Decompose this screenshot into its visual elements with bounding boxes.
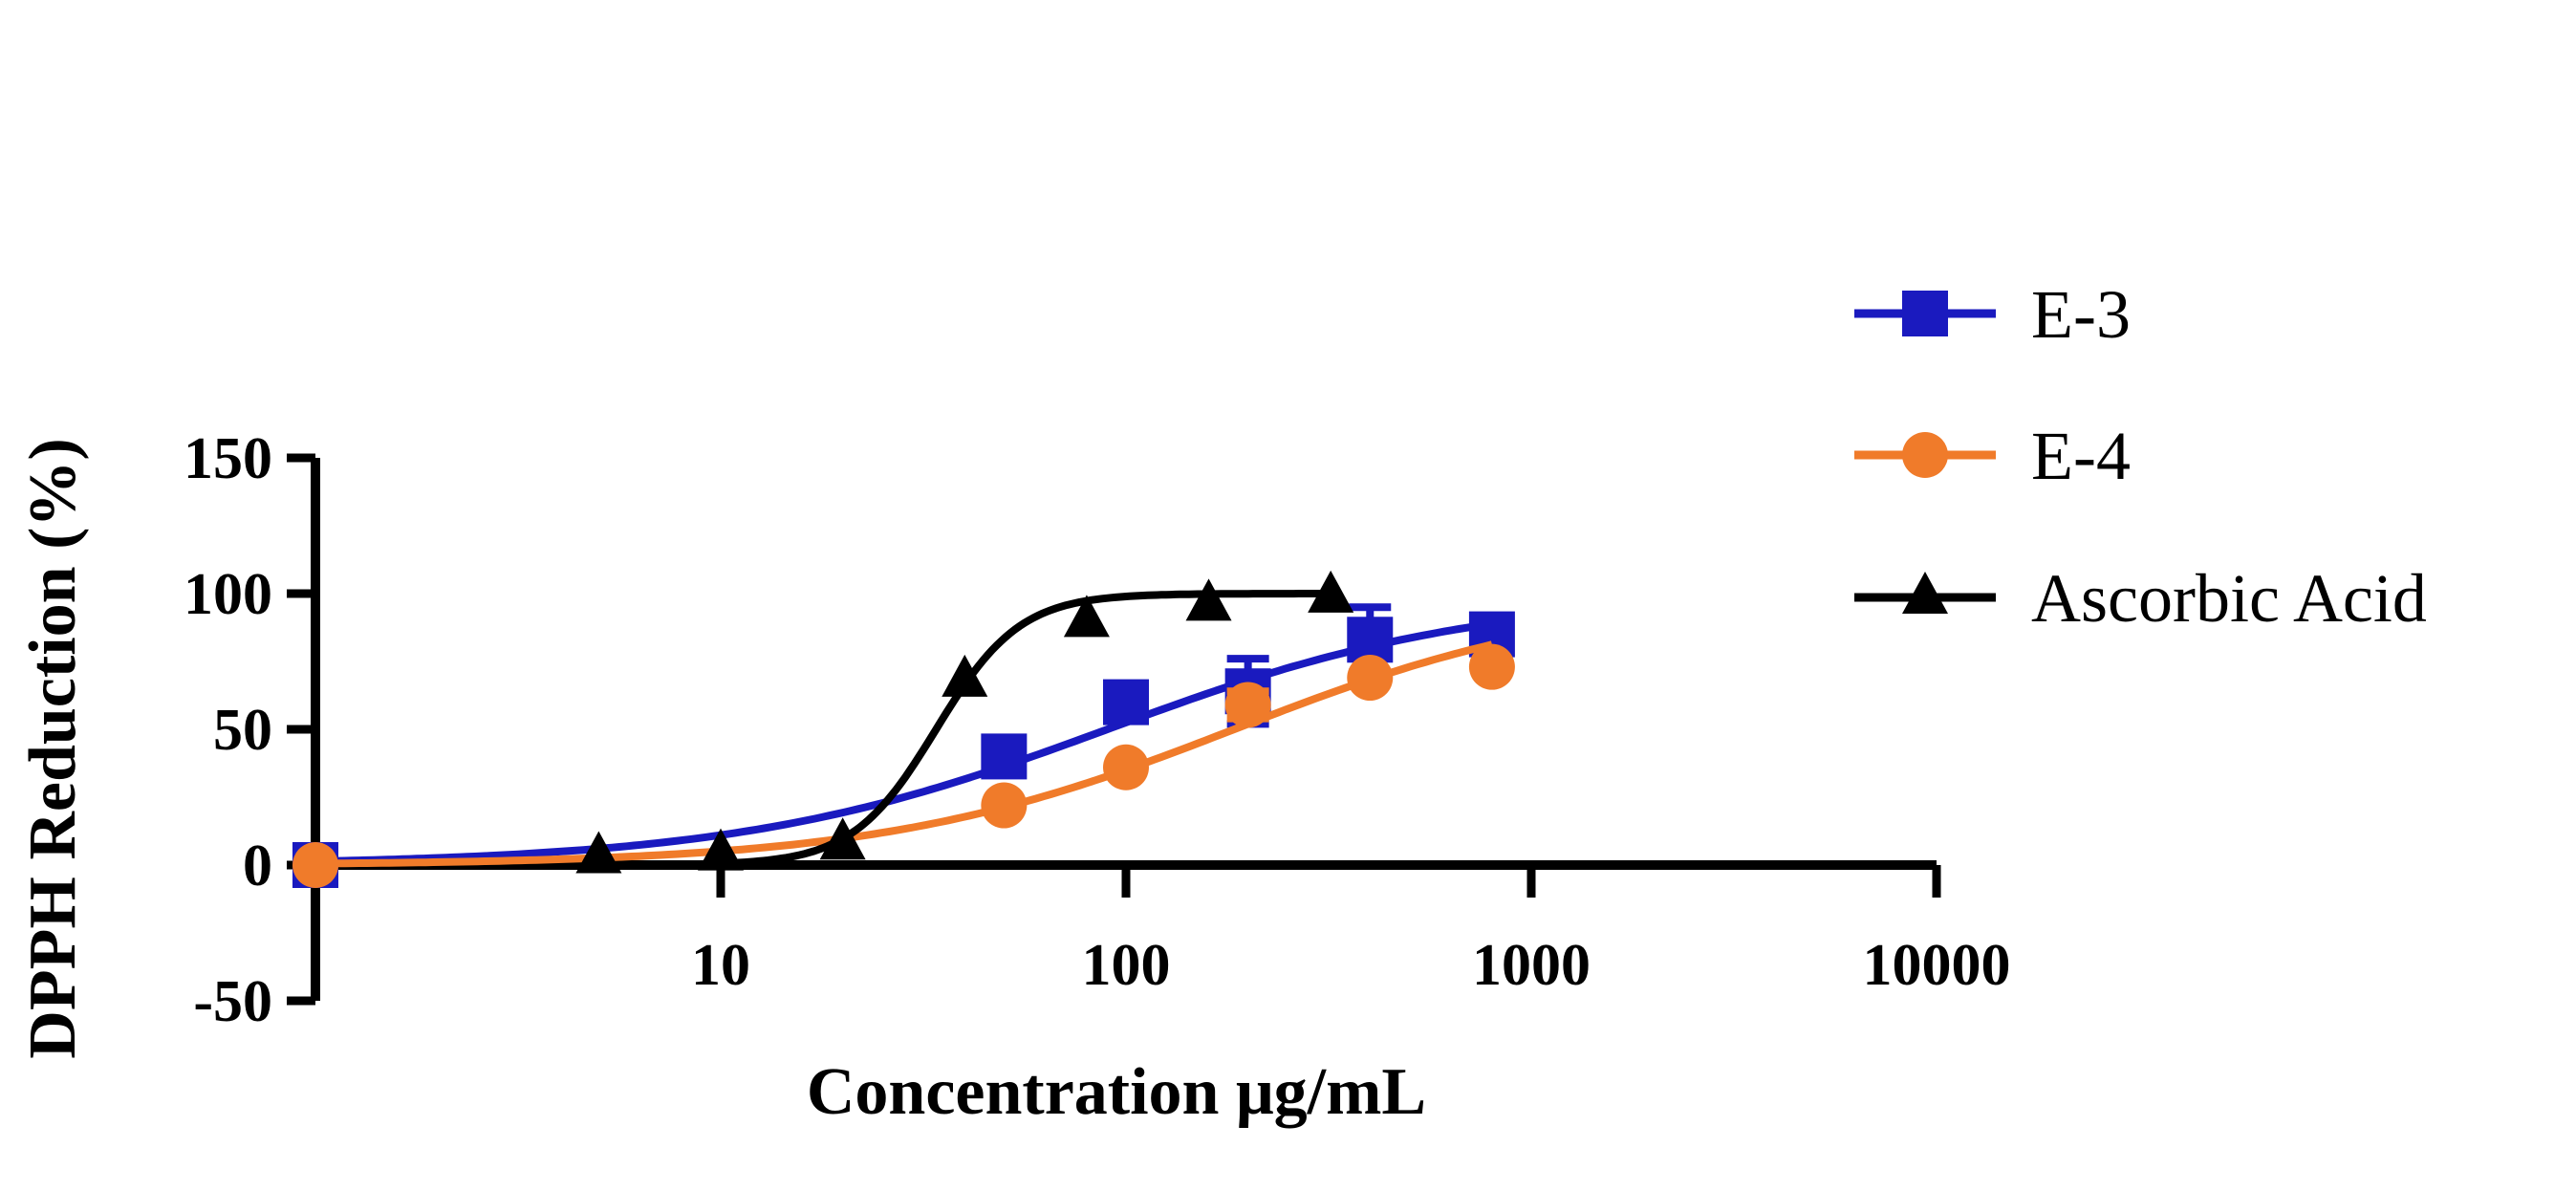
x-tick-label: 10	[691, 933, 750, 998]
y-tick-label: 0	[243, 834, 272, 899]
fit-curve	[314, 622, 1475, 866]
series-ascorbic-acid	[575, 570, 1354, 874]
data-series	[292, 570, 1515, 888]
y-tick-label: 50	[213, 698, 272, 763]
x-tick-label: 10000	[1863, 933, 2011, 998]
data-point	[698, 828, 744, 871]
fit-curve	[598, 590, 1331, 869]
y-axis-title: DPPH Reduction (%)	[16, 438, 90, 1058]
legend-label: E-4	[2031, 418, 2131, 494]
legend: E-3 E-4 Ascorbic Acid	[1854, 276, 2427, 637]
y-tick-label: -50	[193, 969, 272, 1034]
y-tick-label: 100	[184, 562, 272, 627]
data-point	[942, 654, 988, 697]
data-point	[1224, 682, 1271, 728]
x-tick-label: 1000	[1472, 933, 1591, 998]
data-point	[1347, 655, 1394, 702]
data-point	[1308, 570, 1354, 613]
series-e-4	[292, 640, 1515, 888]
data-point	[981, 733, 1028, 780]
data-point	[1185, 578, 1232, 621]
legend-label: Ascorbic Acid	[2031, 560, 2427, 637]
legend-marker	[1902, 572, 1948, 614]
data-point	[819, 817, 866, 860]
legend-label: E-3	[2031, 276, 2131, 353]
axes: -50 0 50 100 150 10 100 1000 10000 Concentration …	[16, 426, 2011, 1129]
x-axis-title: Concentration μg/mL	[807, 1055, 1426, 1129]
data-point	[981, 782, 1028, 829]
data-point	[1103, 679, 1149, 725]
data-point	[1468, 643, 1515, 690]
x-tick-label: 100	[1082, 933, 1171, 998]
data-point	[292, 842, 338, 888]
legend-marker	[1902, 291, 1948, 336]
fit-curve	[314, 640, 1493, 868]
data-point	[575, 831, 622, 874]
data-point	[1103, 744, 1149, 790]
legend-marker	[1902, 432, 1948, 478]
y-tick-label: 150	[184, 426, 272, 491]
data-point	[1063, 595, 1110, 638]
series-e-3	[292, 603, 1515, 888]
